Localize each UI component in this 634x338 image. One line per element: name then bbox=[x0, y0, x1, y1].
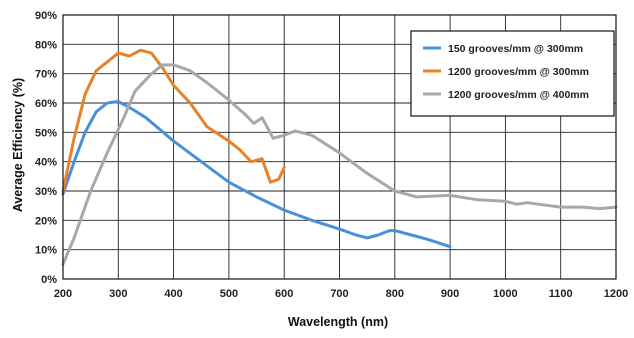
x-tick-label: 600 bbox=[275, 288, 293, 300]
y-tick-label: 70% bbox=[35, 69, 57, 81]
legend-label-2: 1200 grooves/mm @ 300mm bbox=[448, 66, 589, 78]
x-tick-label: 200 bbox=[54, 288, 72, 300]
series-line-2 bbox=[61, 48, 286, 193]
y-tick-label: 30% bbox=[35, 186, 57, 198]
x-tick-label: 400 bbox=[164, 288, 182, 300]
legend-box bbox=[410, 30, 615, 117]
plot-border bbox=[62, 14, 617, 280]
x-tick-label: 500 bbox=[220, 288, 238, 300]
y-tick-label: 0% bbox=[41, 274, 57, 286]
y-tick-label: 60% bbox=[35, 98, 57, 110]
series-line-3 bbox=[61, 63, 618, 266]
x-tick-label: 700 bbox=[330, 288, 348, 300]
y-tick-label: 90% bbox=[35, 10, 57, 22]
y-tick-label: 80% bbox=[35, 39, 57, 51]
x-axis-label: Wavelength (nm) bbox=[288, 315, 388, 329]
legend-label-1: 150 grooves/mm @ 300mm bbox=[448, 43, 583, 55]
x-tick-label: 900 bbox=[441, 288, 459, 300]
x-tick-label: 1000 bbox=[493, 288, 517, 300]
y-tick-label: 40% bbox=[35, 157, 57, 169]
y-axis-label: Average Efficiency (%) bbox=[11, 78, 25, 212]
series-layer bbox=[61, 48, 618, 266]
x-tick-label: 1200 bbox=[604, 288, 628, 300]
y-tick-labels: 0% 10% 20% 30% 40% 50% 60% 70% 80% 90% bbox=[35, 10, 57, 286]
y-tick-label: 20% bbox=[35, 215, 57, 227]
x-tick-labels: 200 300 400 500 600 700 800 900 1000 1100 1200 bbox=[54, 288, 628, 300]
series-line-1 bbox=[61, 100, 452, 249]
x-tick-label: 1100 bbox=[549, 288, 573, 300]
x-tick-label: 300 bbox=[109, 288, 127, 300]
x-tick-label: 800 bbox=[386, 288, 404, 300]
legend-label-3: 1200 grooves/mm @ 400mm bbox=[448, 89, 589, 101]
legend: 150 grooves/mm @ 300mm 1200 grooves/mm @ … bbox=[410, 30, 615, 117]
y-tick-label: 10% bbox=[35, 245, 57, 257]
y-tick-label: 50% bbox=[35, 127, 57, 139]
